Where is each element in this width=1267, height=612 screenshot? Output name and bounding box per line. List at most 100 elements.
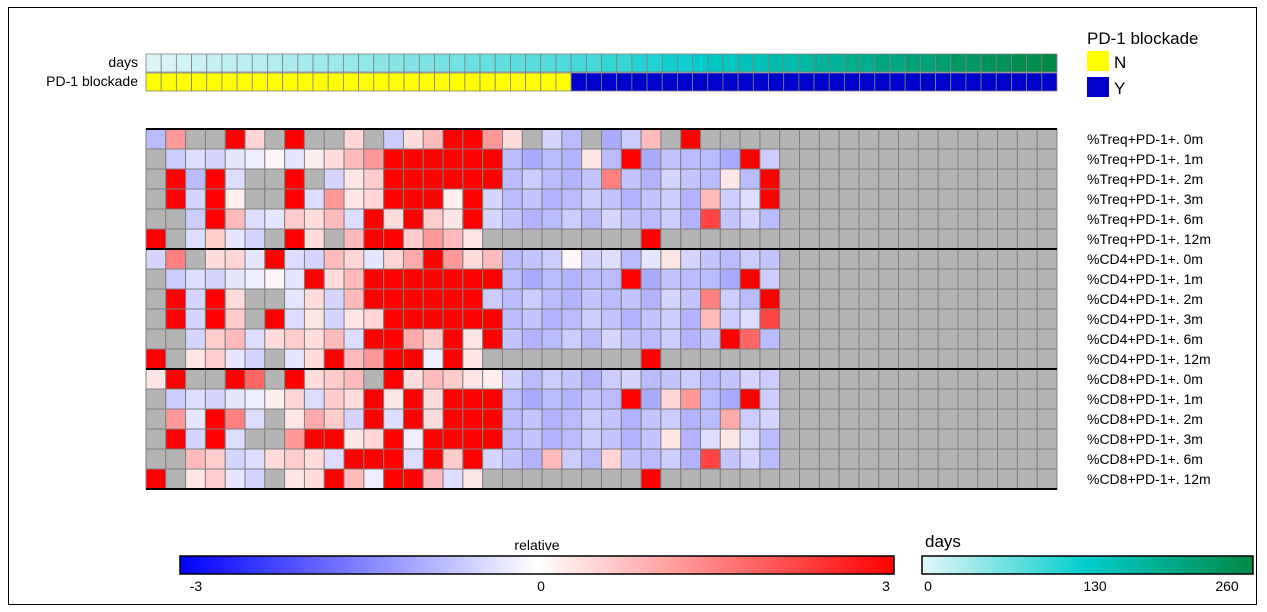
heatmap-cell [779,168,801,190]
heatmap-cell [997,288,1018,310]
heatmap-cell [997,328,1018,350]
heatmap-cell [838,428,860,450]
heatmap-cell [303,468,325,490]
heatmap-cell [838,268,860,290]
heatmap-cell [323,168,345,190]
heatmap-cell [284,188,305,210]
heatmap-cell [165,448,187,470]
pd1-cell [449,72,466,92]
heatmap-cell [858,128,880,150]
heatmap-cell [799,448,820,470]
heatmap-cell [383,288,404,310]
heatmap-cell [244,368,266,390]
days-cell [434,53,451,73]
heatmap-cell [165,328,187,350]
legend-swatch-n [1087,51,1109,71]
heatmap-cell [957,468,979,490]
heatmap-cell [719,148,741,170]
heatmap-cell [284,428,305,450]
days-cell [509,53,526,73]
heatmap-cell [1016,388,1038,410]
heatmap-cell [878,448,900,470]
legend-label-y: Y [1114,79,1125,98]
heatmap-cell [977,268,999,290]
heatmap-cell [284,388,305,410]
heatmap-cell [997,168,1018,190]
heatmap-cell [224,368,246,390]
heatmap-cell [165,128,187,150]
heatmap-cell [284,308,305,330]
heatmap-cell [700,288,721,310]
heatmap-cell [660,228,682,250]
heatmap-cell [898,268,919,290]
heatmap-cell [185,248,206,270]
heatmap-cell [818,408,840,430]
heatmap-cell [501,148,523,170]
heatmap-cell [858,208,880,230]
heatmap-cell [422,168,444,190]
heatmap-cell [759,328,781,350]
heatmap-cell [1036,268,1058,290]
heatmap-cell [937,388,959,410]
heatmap-cell [284,168,305,190]
heatmap-cell [620,468,642,490]
heatmap-cell [363,388,385,410]
heatmap-cell [898,128,919,150]
heatmap-cell [363,208,385,230]
days-cell [191,53,208,73]
heatmap-cell [244,328,266,350]
heatmap-cell [224,388,246,410]
heatmap-cell [323,308,345,330]
heatmap-cell [739,388,761,410]
heatmap-cell [898,228,919,250]
heatmap-cell [700,468,721,490]
row-label: %CD8+PD-1+. 6m [1087,451,1203,467]
heatmap-cell [204,448,226,470]
heatmap-cell [343,428,365,450]
heatmap-cell [462,148,484,170]
heatmap-cell [501,428,523,450]
heatmap-cell [185,188,206,210]
pd1-cell [616,72,633,92]
heatmap-cell [818,128,840,150]
heatmap-cell [759,208,781,230]
heatmap-cell [383,228,404,250]
heatmap-cell [620,208,642,230]
heatmap-cell [541,428,563,450]
heatmap-cell [541,408,563,430]
heatmap-cell [620,308,642,330]
heatmap-cell [323,388,345,410]
heatmap-cell [244,248,266,270]
pd1-cell [919,72,936,92]
heatmap-cell [937,128,959,150]
heatmap-cell [442,308,464,330]
heatmap-cell [1036,128,1058,150]
heatmap-cell [719,188,741,210]
heatmap-cell [660,348,682,370]
heatmap-cell [185,148,206,170]
heatmap-cell [719,208,741,230]
heatmap-cell [541,388,563,410]
heatmap-cell [898,468,919,490]
heatmap-cell [561,308,583,330]
heatmap-cell [620,348,642,370]
days-cell [950,53,967,73]
pd1-cell [722,72,739,92]
heatmap-cell [521,128,543,150]
heatmap-cell [739,348,761,370]
heatmap-cell [244,428,266,450]
heatmap-cell [323,348,345,370]
heatmap-cell [1036,208,1058,230]
heatmap-cell [165,468,187,490]
heatmap-cell [1036,368,1058,390]
heatmap-cell [224,128,246,150]
heatmap-cell [224,228,246,250]
heatmap-cell [898,388,919,410]
heatmap-cell [165,348,187,370]
heatmap-cell [264,368,286,390]
heatmap-cell [838,408,860,430]
pd1-cell [191,72,208,92]
heatmap-cell [640,448,662,470]
heatmap-cell [165,388,187,410]
heatmap-cell [719,168,741,190]
